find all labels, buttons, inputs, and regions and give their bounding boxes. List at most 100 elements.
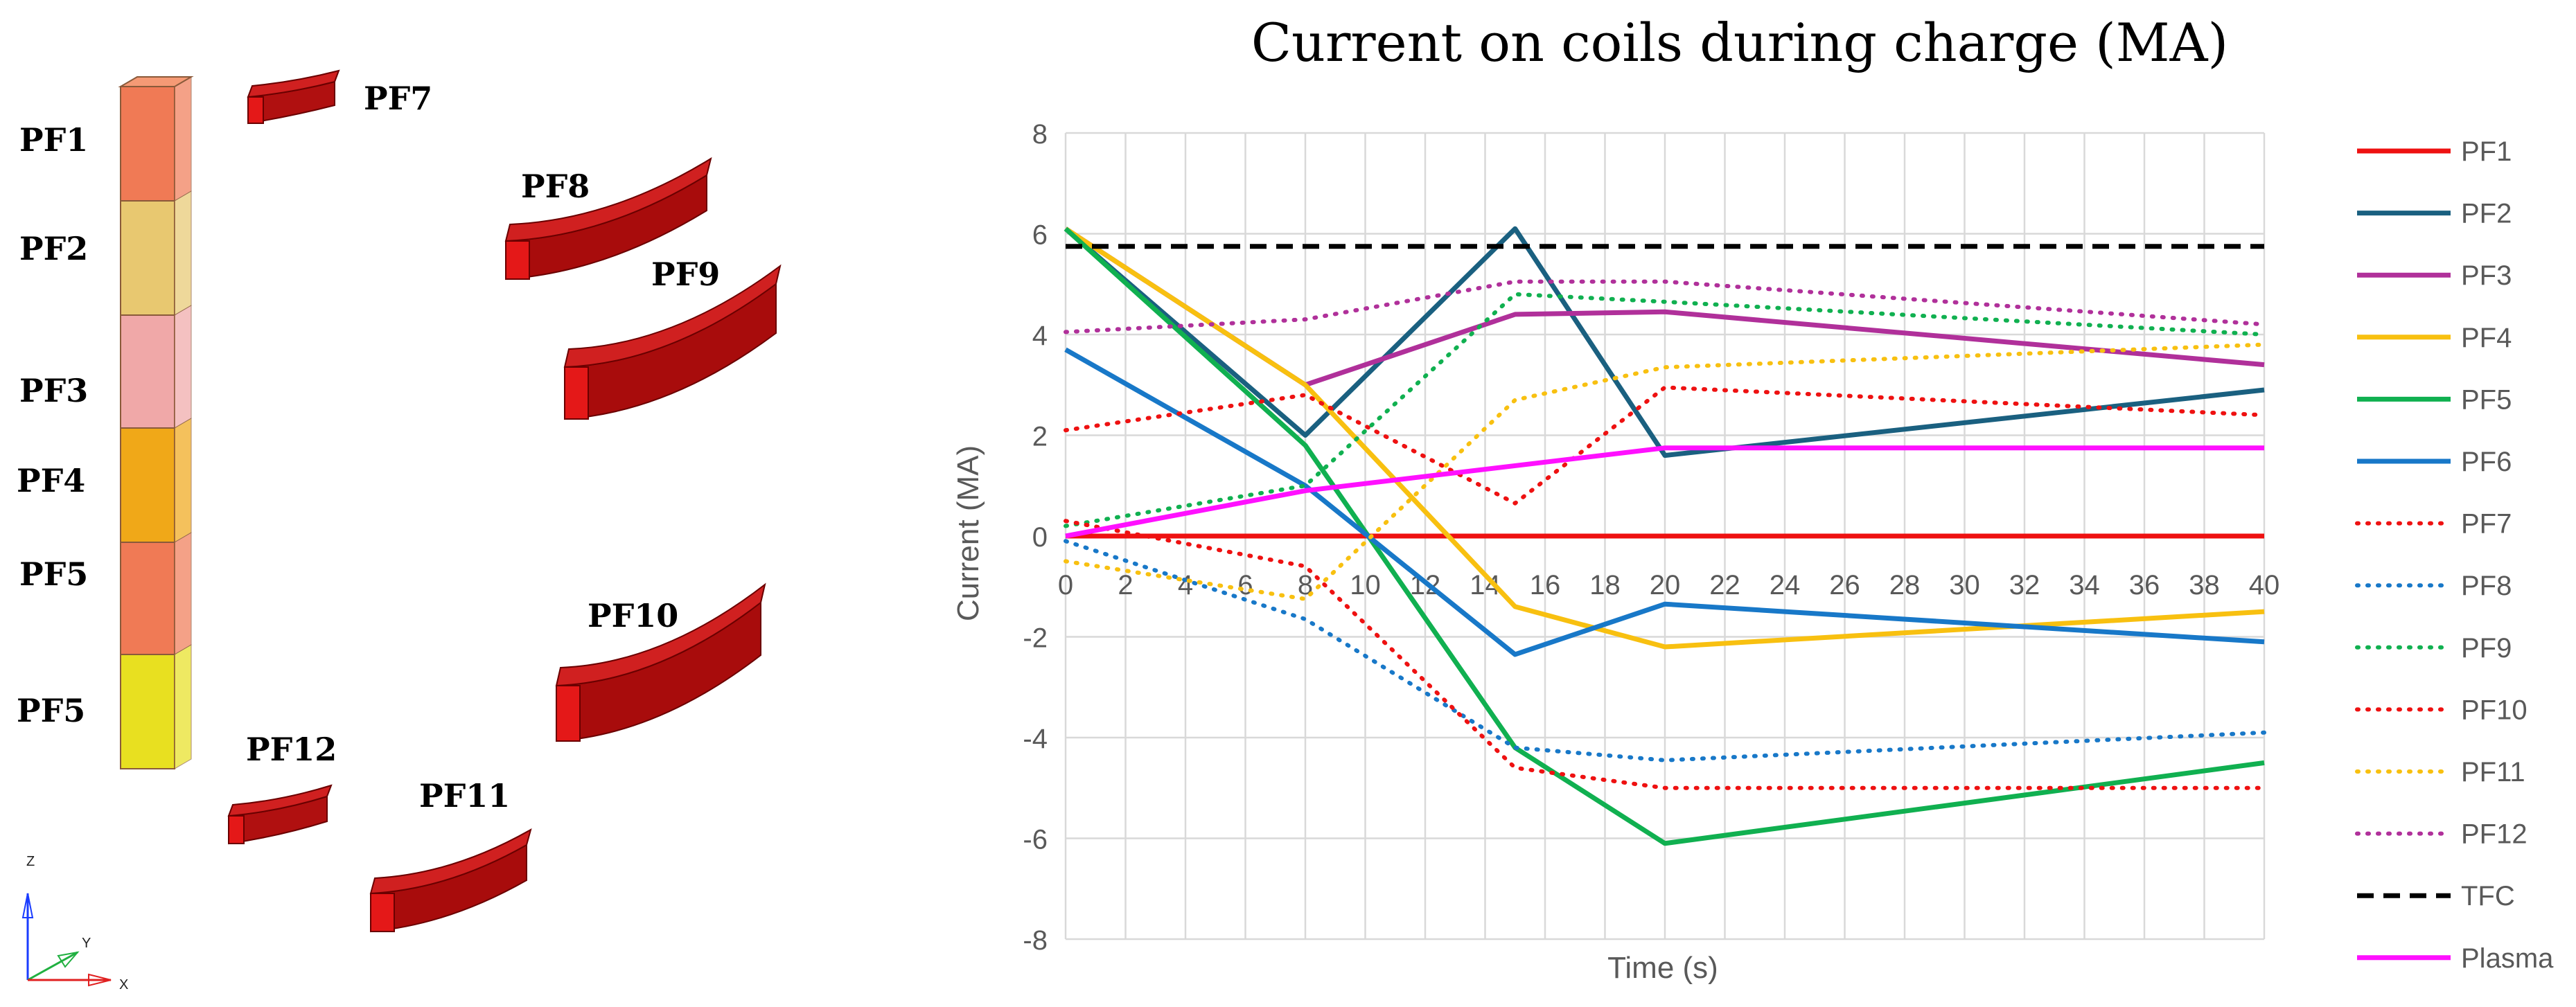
pf-coil-label: PF10: [588, 597, 678, 634]
x-tick-label: 18: [1589, 570, 1621, 600]
x-tick-label: 40: [2249, 570, 2280, 600]
x-tick-label: 34: [2069, 570, 2100, 600]
legend-label-pf3: PF3: [2461, 260, 2512, 291]
solenoid-label: PF3: [19, 372, 88, 409]
pf-coil-top: [369, 828, 532, 895]
pf-coil-top: [504, 157, 712, 242]
legend-label-pf12: PF12: [2461, 819, 2528, 850]
x-tick-label: 2: [1118, 570, 1133, 600]
y-tick-label: 0: [1032, 522, 1048, 553]
pf-coil-label: PF9: [651, 256, 720, 293]
x-axis-label: X: [119, 977, 128, 992]
series-line-pf10: [1064, 519, 2266, 790]
legend-label-pf9: PF9: [2461, 633, 2512, 663]
solenoid-label: PF5: [19, 555, 88, 593]
solenoid-segment-side: [174, 644, 192, 769]
series-line-pf7: [1064, 385, 2266, 506]
x-tick-label: 32: [2009, 570, 2040, 600]
pf-coil-top: [555, 582, 766, 687]
legend-label-pf8: PF8: [2461, 571, 2512, 601]
y-tick-labels: 8 6 4 2 0 -2 -4 -6 -8: [1023, 119, 1048, 956]
series-line-pf8: [1064, 539, 2266, 763]
solenoid-top: [118, 76, 194, 87]
legend-label-pf1: PF1: [2461, 136, 2512, 167]
x-tick-label: 0: [1058, 570, 1073, 600]
x-tick-label: 10: [1350, 570, 1381, 600]
y-axis-label: Y: [82, 936, 91, 951]
series-line-pf11: [1064, 342, 2266, 601]
x-tick-label: 36: [2129, 570, 2160, 600]
solenoid-segment-side: [174, 418, 192, 543]
x-tick-label: 22: [1709, 570, 1740, 600]
solenoid-label: PF4: [17, 462, 85, 499]
pf-coil-end: [228, 815, 245, 844]
solenoid-segment: [120, 200, 175, 316]
legend-label-pf5: PF5: [2461, 384, 2512, 415]
y-axis-line: [27, 951, 78, 981]
x-tick-label: 30: [1949, 570, 1980, 600]
pf-coil: [227, 784, 333, 845]
x-axis-arrow: [88, 973, 112, 987]
x-tick-label: 24: [1770, 570, 1801, 600]
y-tick-label: -4: [1023, 724, 1048, 754]
y-tick-label: -6: [1023, 825, 1048, 855]
solenoid-segment-side: [174, 76, 192, 202]
z-axis-label: Z: [26, 854, 35, 869]
pf-coil-top: [227, 784, 333, 817]
solenoid-label: PF5: [17, 692, 85, 729]
current-chart: Current on coils during charge (MA) Curr…: [951, 12, 2554, 985]
x-tick-label: 6: [1237, 570, 1253, 600]
y-axis-label: Current (MA): [951, 445, 985, 621]
solenoid-segment: [120, 314, 175, 429]
solenoid-segment: [120, 542, 175, 655]
series-line-plasma: [1065, 445, 2264, 539]
x-tick-label: 26: [1829, 570, 1860, 600]
x-tick-label: 20: [1650, 570, 1681, 600]
legend: PF1 PF2 PF3 PF4 PF5 PF6 PF7 PF8 PF9 PF10 PF11 PF12 T…: [2355, 136, 2554, 974]
series-line-pf2: [1064, 226, 2265, 458]
y-tick-label: -8: [1023, 925, 1048, 956]
legend-label-pf2: PF2: [2461, 199, 2512, 229]
y-axis-arrow: [57, 951, 80, 968]
pf-coil-label: PF12: [246, 731, 337, 768]
x-tick-label: 38: [2189, 570, 2220, 600]
legend-label-tfc: TFC: [2461, 881, 2515, 911]
pf-coil-label: PF8: [521, 168, 590, 205]
pf-coil: [555, 582, 766, 742]
pf-coil-label: PF7: [364, 80, 432, 117]
legend-label-pf11: PF11: [2461, 757, 2525, 787]
solenoid-segment: [120, 427, 175, 543]
x-tick-label: 16: [1530, 570, 1561, 600]
chart-title: Current on coils during charge (MA): [1251, 12, 2228, 73]
coil-geometry-panel: PF1 PF2 PF3 PF4 PF5 PF5 PF7 PF8 PF9 PF10 PF12 PF11 Z…: [17, 69, 782, 992]
solenoid-segment: [120, 86, 175, 202]
y-tick-label: 6: [1032, 220, 1048, 251]
z-axis-arrow: [21, 893, 34, 918]
legend-label-pf7: PF7: [2461, 509, 2512, 540]
legend-label-pf6: PF6: [2461, 447, 2512, 477]
axis-triad: Z Y X: [21, 854, 128, 992]
series-line-pf12: [1064, 279, 2266, 335]
pf-coil-end: [247, 96, 264, 124]
pf-coil: [369, 828, 532, 933]
x-tick-labels: 0 2 4 6 8 10 12 14 16 18 20 22 24 26 28 30 32 34 36 38 40: [1058, 570, 2279, 600]
solenoid-segment: [120, 654, 175, 769]
series-line-pf6: [1064, 347, 2265, 657]
x-tick-label: 4: [1178, 570, 1193, 600]
legend-label-pf4: PF4: [2461, 323, 2512, 353]
solenoid-segment-side: [174, 532, 192, 655]
solenoid-segment-side: [174, 190, 192, 316]
solenoid-label: PF2: [19, 230, 88, 267]
y-tick-label: -2: [1023, 623, 1048, 654]
y-tick-label: 8: [1032, 119, 1048, 150]
pf-coil: [504, 157, 712, 280]
pf-coil-end: [564, 366, 589, 420]
pf-coil: [247, 69, 340, 125]
y-tick-label: 4: [1032, 321, 1048, 351]
x-tick-label: 28: [1889, 570, 1921, 600]
pf-coil-top: [247, 69, 340, 98]
series-lines: [1064, 226, 2266, 846]
solenoid-segment-side: [174, 305, 192, 429]
